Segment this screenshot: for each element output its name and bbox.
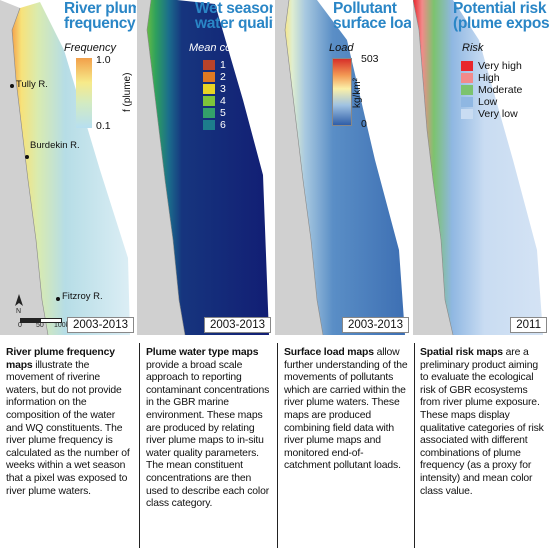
frequency-color-ramp	[76, 58, 92, 128]
panel-title: River plume frequency	[64, 0, 136, 32]
load-color-ramp	[332, 58, 352, 126]
column-divider	[277, 343, 278, 548]
legend-swatch	[461, 85, 473, 95]
scale-bar	[20, 318, 62, 323]
description-heading: Spatial risk maps	[420, 347, 503, 358]
fitzroy-river-marker	[56, 297, 60, 301]
legend-swatch	[203, 96, 215, 106]
description-water-type: Plume water type maps provide a broad sc…	[146, 347, 272, 511]
panel-title: Pollutant surface loads	[333, 0, 411, 32]
year-label: 2003-2013	[342, 317, 409, 333]
legend-title: Frequency	[64, 42, 116, 54]
svg-text:N: N	[16, 308, 21, 314]
panel-river-plume-frequency: River plume frequency Frequency 1.0 0.1 …	[0, 0, 136, 335]
legend-label: 5	[220, 107, 226, 119]
scale-label-0: 0	[18, 322, 22, 329]
legend-title: Load	[329, 42, 354, 54]
legend-axis-label: kg/km²	[352, 78, 363, 108]
description-surface-loads: Surface load maps allow further understa…	[284, 347, 408, 473]
legend-label: 1	[220, 59, 226, 71]
legend-swatch	[203, 108, 215, 118]
legend-swatch	[203, 120, 215, 130]
legend-swatch	[203, 60, 215, 70]
description-body: illustrate the movement of riverine wate…	[6, 359, 130, 497]
legend-swatch	[461, 61, 473, 71]
panel-pollutant-surface-loads: Pollutant surface loads Load 503 0 kg/km…	[275, 0, 411, 335]
year-label: 2003-2013	[67, 317, 134, 333]
legend-label: 6	[220, 119, 226, 131]
legend-label: 2	[220, 71, 226, 83]
legend-title: Mean colour class	[189, 42, 273, 54]
column-divider	[139, 343, 140, 548]
legend-title: Risk	[462, 42, 484, 54]
year-label: 2003-2013	[204, 317, 271, 333]
legend-max-label: 503	[361, 53, 379, 65]
legend-max-label: 1.0	[96, 54, 111, 66]
description-body: allow further understanding of the movem…	[284, 347, 408, 472]
map-pollutant-surface-loads	[275, 0, 405, 335]
legend-label: Moderate	[478, 84, 523, 96]
legend-label: 3	[220, 83, 226, 95]
tully-river-marker	[10, 84, 14, 88]
description-heading: River plume frequency maps	[6, 347, 115, 371]
panel-title: Potential risk (plume exposure)	[453, 0, 549, 32]
scale-label-50: 50	[36, 322, 44, 329]
burdekin-river-marker	[25, 155, 29, 159]
place-label-fitzroy: Fitzroy R.	[62, 291, 103, 302]
legend-label: High	[478, 72, 500, 84]
legend-label: 4	[220, 95, 226, 107]
map-potential-risk	[413, 0, 543, 335]
legend-min-label: 0.1	[96, 120, 111, 132]
legend-swatch	[461, 109, 473, 119]
place-label-burdekin: Burdekin R.	[30, 140, 80, 151]
year-label: 2011	[510, 317, 547, 333]
description-plume-frequency: River plume frequency maps illustrate th…	[6, 347, 134, 498]
legend-swatch	[203, 84, 215, 94]
description-heading: Plume water type maps	[146, 347, 259, 358]
legend-swatch	[461, 73, 473, 83]
north-arrow-icon: N	[14, 294, 24, 315]
panel-potential-risk: Potential risk (plume exposure) Risk Ver…	[413, 0, 549, 335]
legend-swatch	[461, 97, 473, 107]
panel-title: Wet season water quality	[195, 0, 273, 32]
column-divider	[414, 343, 415, 548]
legend-swatch	[203, 72, 215, 82]
scale-label-100km: 100km	[54, 322, 76, 329]
place-label-tully: Tully R.	[16, 79, 48, 90]
description-heading: Surface load maps	[284, 347, 374, 358]
legend-axis-label: f (plume)	[122, 72, 133, 112]
legend-label: Very low	[478, 108, 518, 120]
legend-label: Very high	[478, 60, 522, 72]
panel-wet-season-water-quality: Wet season water quality Mean colour cla…	[137, 0, 273, 335]
legend-label: Low	[478, 96, 498, 108]
map-wet-season-water-quality	[137, 0, 269, 335]
legend-min-label: 0	[361, 118, 367, 130]
description-body: are a preliminary product aiming to eval…	[420, 347, 544, 497]
description-body: provide a broad scale approach to report…	[146, 359, 270, 510]
description-spatial-risk: Spatial risk maps are a preliminary prod…	[420, 347, 546, 498]
